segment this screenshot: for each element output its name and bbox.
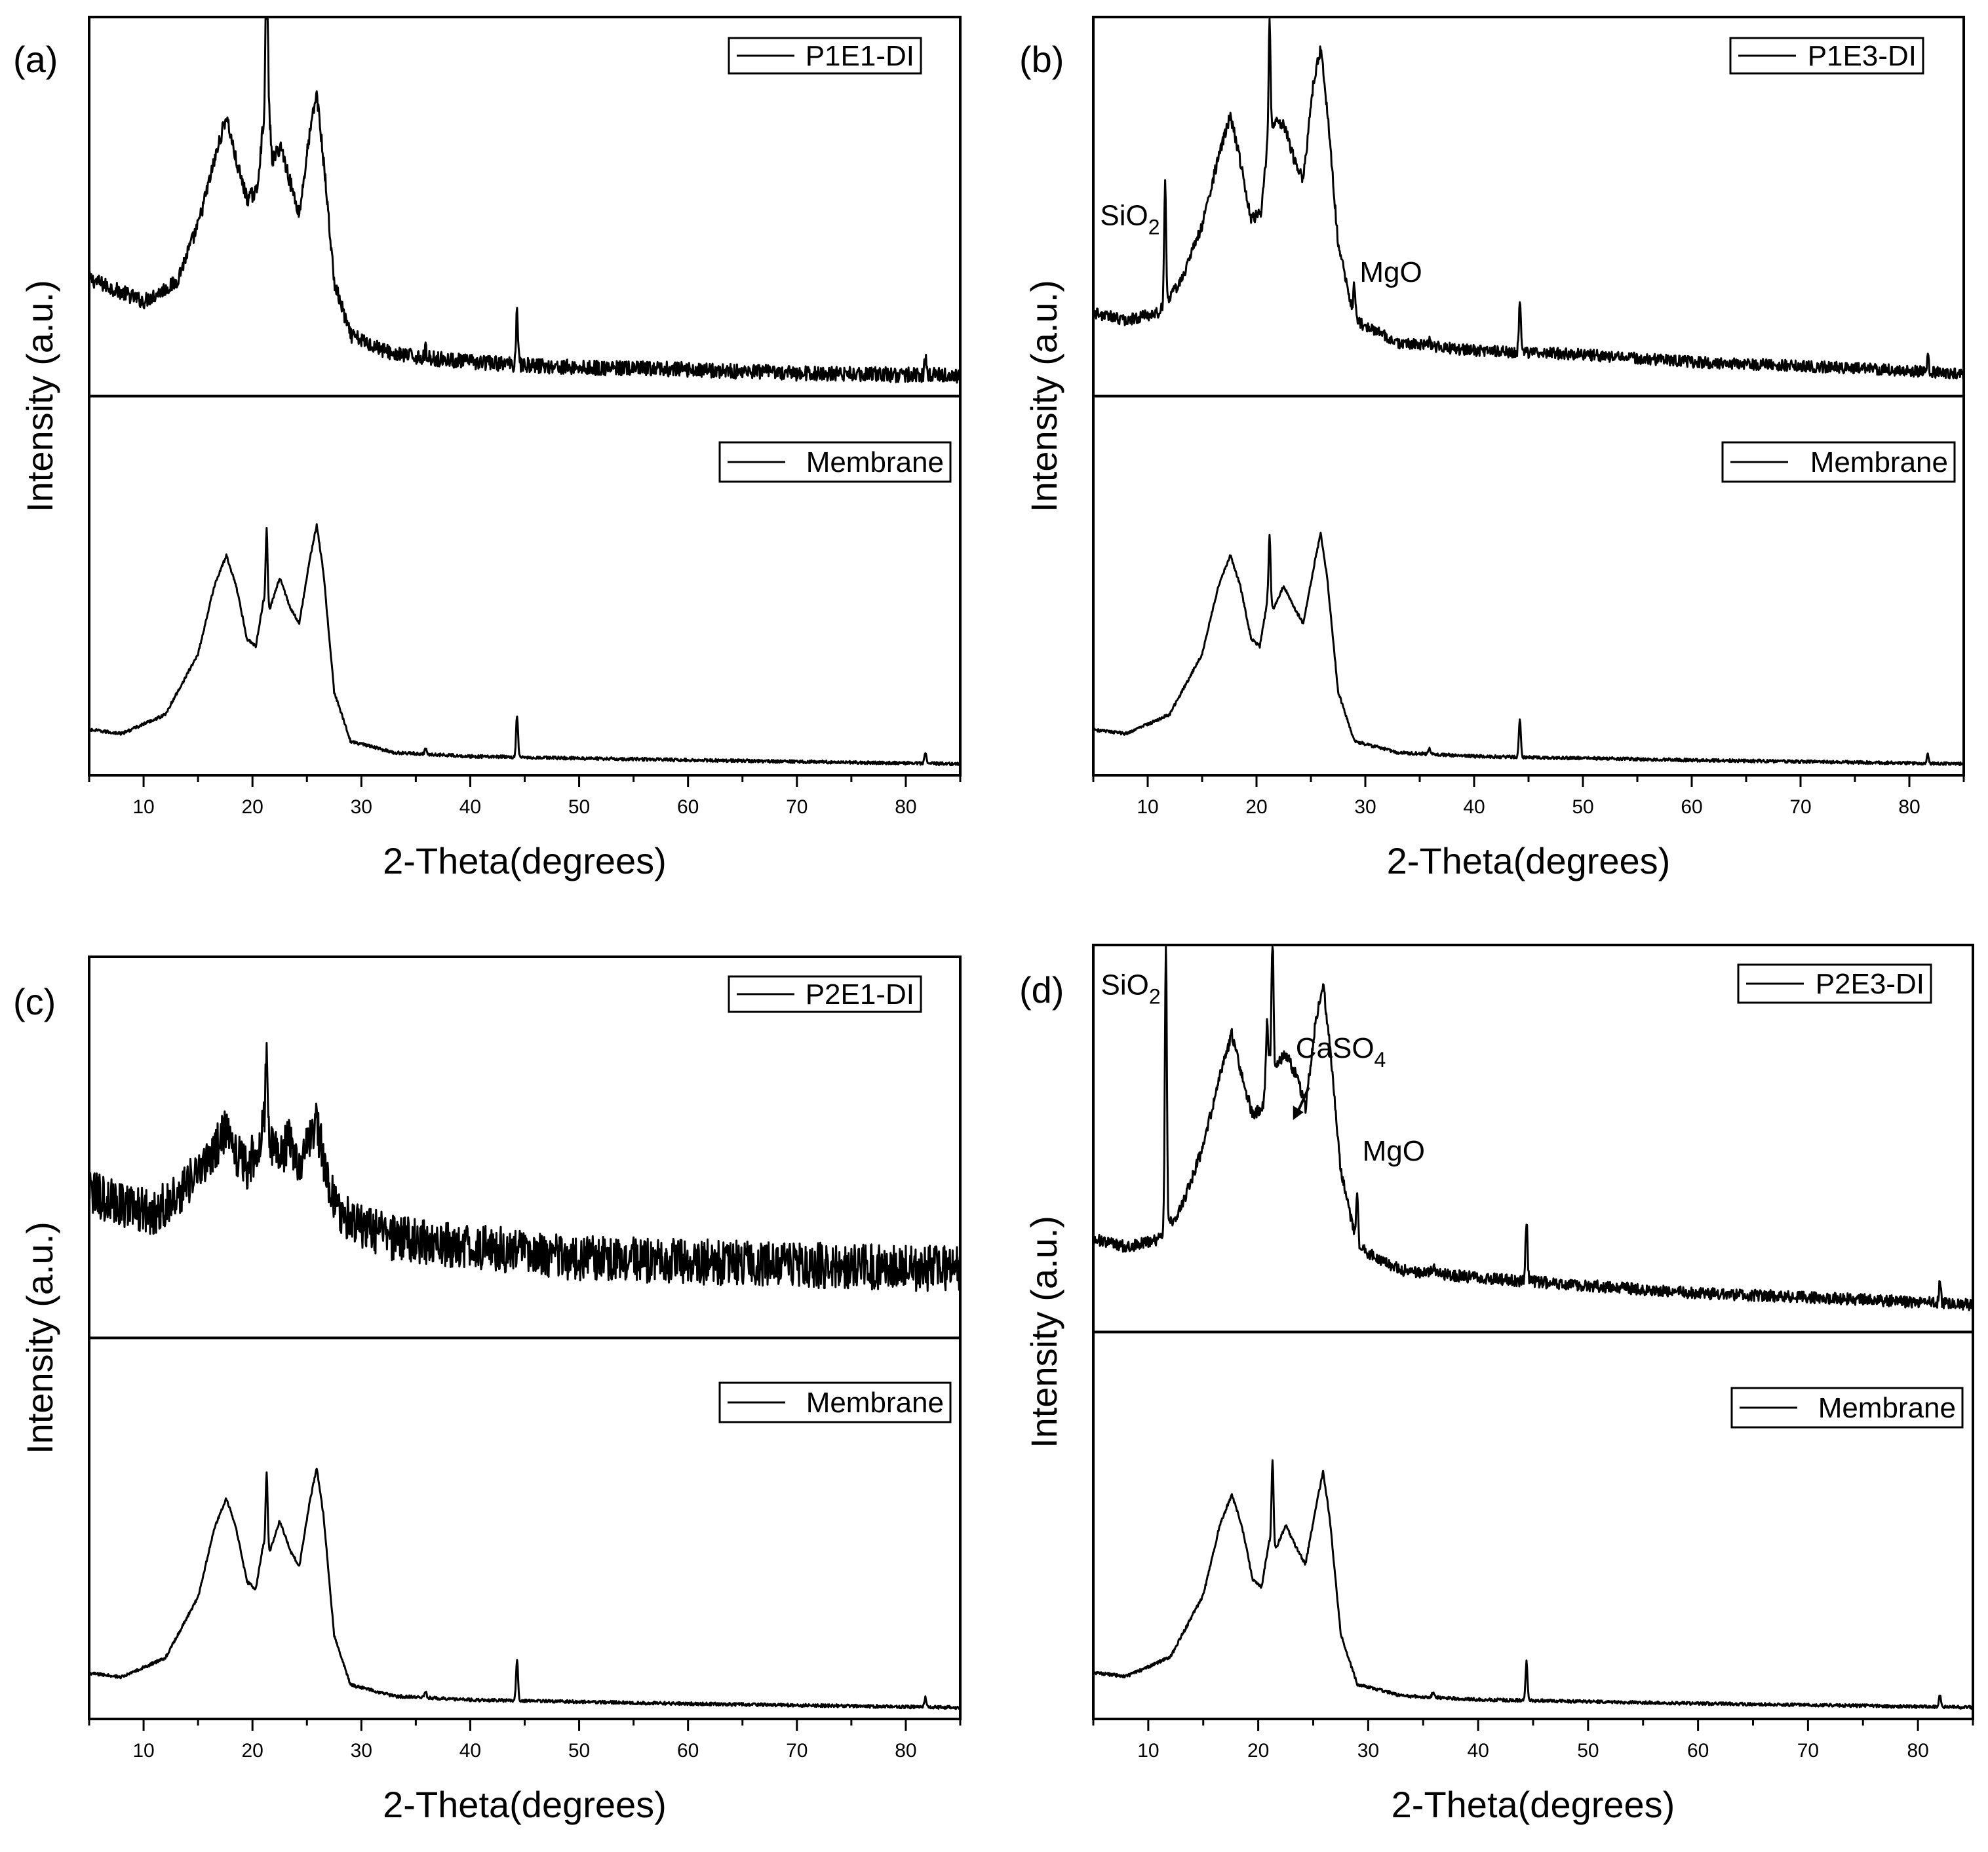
x-tick-label: 80 <box>895 1740 916 1762</box>
x-tick-label: 30 <box>351 796 372 818</box>
x-tick-label: 60 <box>677 1740 699 1762</box>
x-tick-label: 40 <box>1463 796 1485 818</box>
legend-membrane: Membrane <box>1721 441 1956 483</box>
legend-sample: P1E1-DI <box>728 37 922 75</box>
panel-d: 10 20 30 40 50 60 70 80 2-Theta(degrees) Intensit… <box>1019 944 1974 1825</box>
x-tick-label: 20 <box>1247 1740 1269 1762</box>
x-tick-label: 70 <box>1797 1740 1819 1762</box>
annotation-mgo: MgO <box>1363 1135 1425 1167</box>
panel-b: 10 20 30 40 50 60 70 80 2-Theta(degrees) Intensit… <box>1019 16 1965 881</box>
y-axis-title: Intensity (a.u.) <box>19 280 60 512</box>
trace-sample <box>1092 946 1974 1311</box>
x-tick-label: 20 <box>1245 796 1267 818</box>
trace-sample <box>1092 18 1965 380</box>
trace-sample <box>88 1042 962 1292</box>
x-tick-label: 10 <box>132 1740 154 1762</box>
x-tick-label: 30 <box>1357 1740 1379 1762</box>
annotation-sio: SiO2 <box>1100 200 1160 239</box>
trace-membrane <box>88 523 961 767</box>
panel-label: (a) <box>13 39 58 80</box>
y-axis-title: Intensity (a.u.) <box>1023 1216 1064 1448</box>
annotation-label: SiO2 <box>1100 200 1160 239</box>
x-tick-label: 70 <box>786 1740 808 1762</box>
legend-membrane: Membrane <box>1730 1387 1964 1429</box>
x-tick-label: 10 <box>132 796 154 818</box>
legend-label: P2E3-DI <box>1816 968 1924 1000</box>
panel-a: 10 20 30 40 50 60 70 80 2-Theta(degrees) Intensit… <box>13 16 962 881</box>
annotation-label: MgO <box>1363 1135 1425 1167</box>
trace-membrane <box>1092 1459 1974 1710</box>
legend-sample: P2E1-DI <box>728 975 922 1013</box>
x-tick-label: 50 <box>1572 796 1593 818</box>
trace-membrane <box>88 1467 961 1710</box>
legend-label: Membrane <box>806 446 944 478</box>
legend-label: P1E3-DI <box>1808 40 1917 72</box>
annotation-label: MgO <box>1359 256 1422 288</box>
legend-membrane: Membrane <box>718 441 952 483</box>
x-tick-label: 20 <box>242 1740 263 1762</box>
x-tick-label: 60 <box>1681 796 1702 818</box>
x-tick-label: 70 <box>786 796 808 818</box>
legend-sample: P2E3-DI <box>1737 963 1932 1004</box>
annotation-label: SiO2 <box>1101 969 1161 1008</box>
annotation-mgo: MgO <box>1359 256 1422 288</box>
x-tick-label: 50 <box>1577 1740 1599 1762</box>
x-tick-label: 50 <box>568 1740 590 1762</box>
x-tick-label: 40 <box>459 1740 481 1762</box>
panel-c: 10 20 30 40 50 60 70 80 2-Theta(degrees) Intensit… <box>13 955 962 1825</box>
y-axis-title: Intensity (a.u.) <box>19 1222 60 1454</box>
x-tick-label: 40 <box>459 796 481 818</box>
x-tick-label: 80 <box>1898 796 1920 818</box>
x-axis-title: 2-Theta(degrees) <box>1392 1784 1675 1825</box>
x-tick-label: 60 <box>677 796 699 818</box>
x-tick-label: 30 <box>1354 796 1376 818</box>
legend-sample: P1E3-DI <box>1729 37 1924 75</box>
x-tick-label: 50 <box>568 796 590 818</box>
panel-label: (c) <box>13 981 56 1022</box>
x-tick-label: 60 <box>1687 1740 1709 1762</box>
legend-label: Membrane <box>1810 446 1948 478</box>
x-axis-title: 2-Theta(degrees) <box>383 1784 667 1825</box>
trace-sample <box>88 18 962 384</box>
legend-label: Membrane <box>806 1387 944 1419</box>
annotation-arrow <box>1295 1087 1310 1114</box>
x-tick-label: 30 <box>351 1740 372 1762</box>
legend-label: P1E1-DI <box>806 40 914 72</box>
trace-membrane <box>1092 531 1964 767</box>
x-axis-title: 2-Theta(degrees) <box>1387 840 1671 881</box>
x-tick-label: 10 <box>1137 796 1158 818</box>
annotation-arrowhead <box>1293 1106 1304 1121</box>
legend-membrane: Membrane <box>718 1381 952 1423</box>
panel-label: (d) <box>1019 969 1064 1011</box>
x-tick-label: 80 <box>895 796 916 818</box>
legend-label: Membrane <box>1818 1392 1956 1424</box>
annotation-sio: SiO2 <box>1101 969 1161 1008</box>
y-axis-title: Intensity (a.u.) <box>1023 280 1064 512</box>
x-tick-label: 10 <box>1137 1740 1159 1762</box>
legend-label: P2E1-DI <box>806 978 914 1011</box>
x-tick-label: 70 <box>1789 796 1811 818</box>
x-tick-label: 20 <box>242 796 263 818</box>
panel-label: (b) <box>1019 39 1064 80</box>
annotation-caso: CaSO4 <box>1293 1032 1386 1121</box>
x-axis-title: 2-Theta(degrees) <box>383 840 667 881</box>
x-tick-label: 40 <box>1467 1740 1489 1762</box>
x-tick-label: 80 <box>1907 1740 1928 1762</box>
annotation-label: CaSO4 <box>1296 1032 1386 1071</box>
